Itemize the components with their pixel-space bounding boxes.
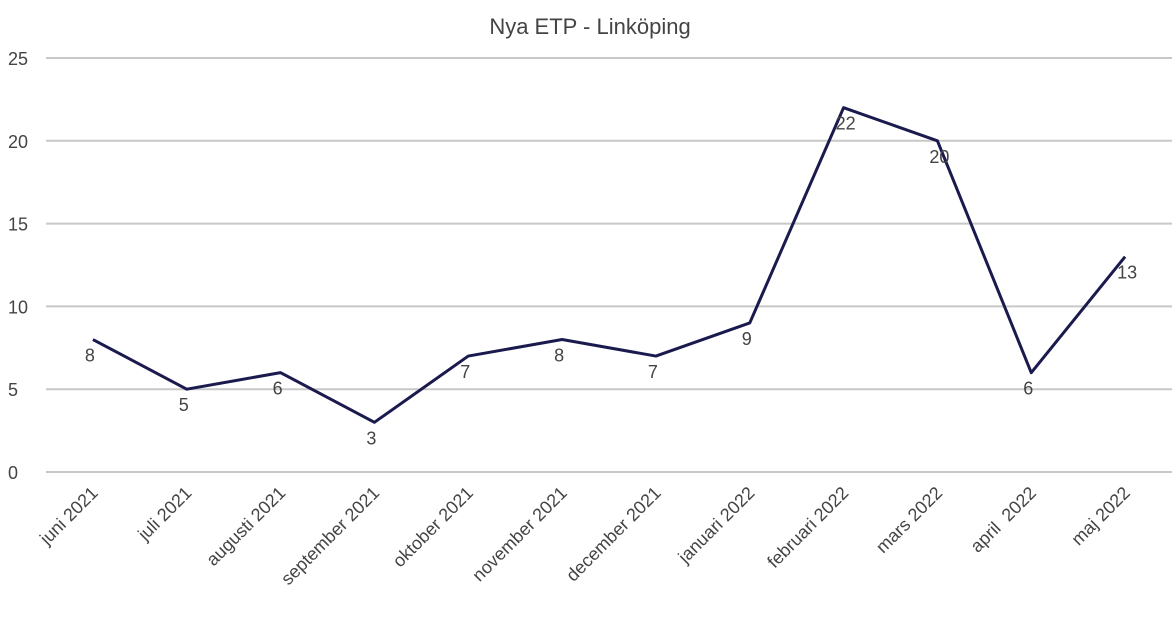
data-label: 7 [460,362,470,382]
x-tick-label: oktober 2021 [389,483,477,571]
data-label: 6 [1023,379,1033,399]
y-tick-label: 0 [8,463,18,483]
x-tick-label: september 2021 [277,483,383,589]
x-tick-label: februari 2022 [763,483,852,572]
data-label: 5 [179,395,189,415]
chart-title: Nya ETP - Linköping [489,14,690,39]
data-label: 8 [554,346,564,366]
y-tick-label: 5 [8,380,18,400]
y-tick-label: 10 [8,297,28,317]
data-label: 22 [836,114,856,134]
data-label: 13 [1117,263,1137,283]
y-tick-label: 25 [8,49,28,69]
x-tick-label: mars 2022 [872,483,946,557]
x-tick-label: juni 2021 [35,483,102,550]
x-tick-label: januari 2022 [674,483,759,568]
x-tick-label: april 2022 [966,483,1040,557]
y-tick-label: 15 [8,215,28,235]
x-tick-label: juli 2021 [133,483,195,545]
line [92,106,1127,424]
data-label: 7 [648,362,658,382]
y-tick-label: 20 [8,132,28,152]
data-label: 8 [85,346,95,366]
data-label: 9 [742,329,752,349]
data-label: 3 [366,428,376,448]
x-tick-label: november 2021 [468,483,571,586]
data-label: 6 [273,379,283,399]
x-tick-label: maj 2022 [1067,483,1134,550]
x-tick-label: december 2021 [562,483,665,586]
x-tick-label: augusti 2021 [202,483,289,570]
data-label: 20 [929,147,949,167]
